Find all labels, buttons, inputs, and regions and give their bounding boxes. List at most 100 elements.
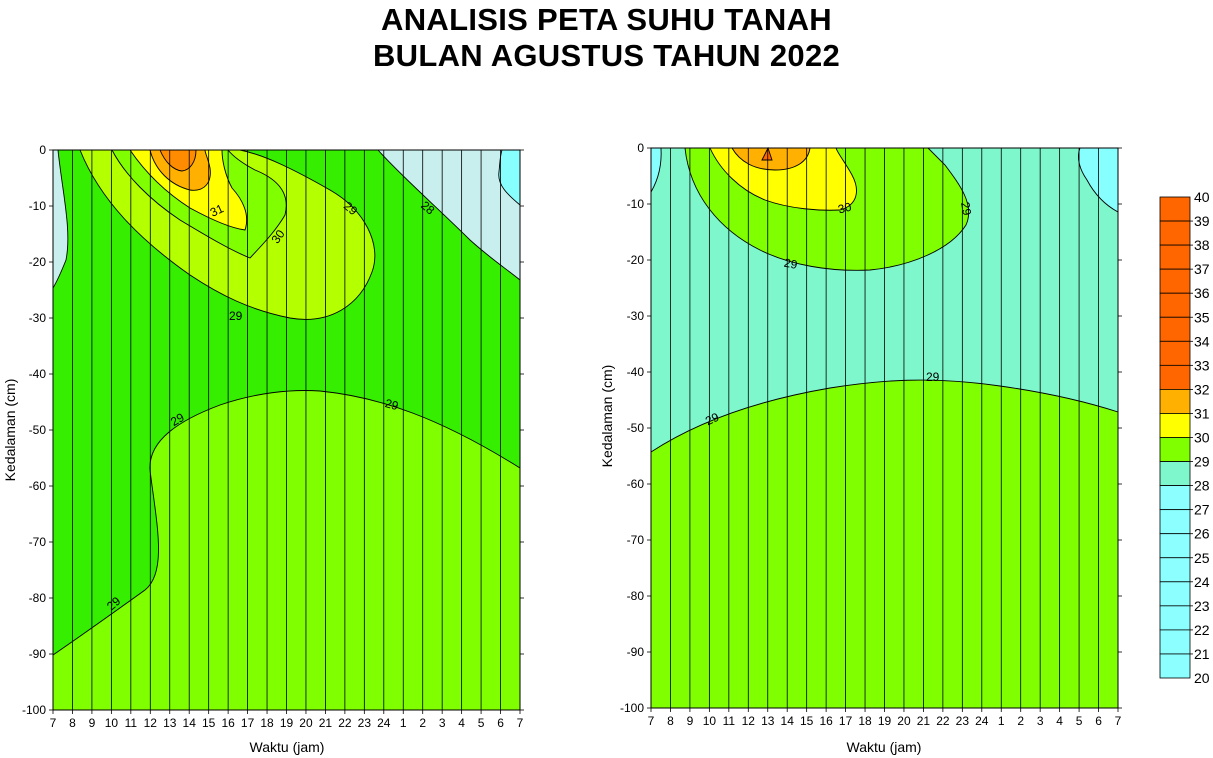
left-contour-chart: 31 30 29 28 29 29 29 29 0 -10 -20 -30 -40 -50…: [2, 143, 524, 755]
x-tick-label: 7: [1115, 714, 1122, 728]
contour-label: 29: [783, 256, 799, 272]
x-tick-label: 17: [839, 714, 853, 728]
y-tick-label: -40: [627, 365, 645, 379]
x-tick-label: 21: [917, 714, 931, 728]
y-tick-label: -80: [627, 589, 645, 603]
colorbar-label: 38: [1194, 237, 1210, 253]
x-tick-label: 23: [956, 714, 970, 728]
colorbar-label: 34: [1194, 333, 1210, 349]
contour-label: 30: [836, 200, 853, 217]
colorbar-swatch: [1159, 316, 1191, 342]
colorbar-swatch: [1159, 461, 1191, 486]
x-tick-label: 4: [458, 716, 465, 730]
right-y-axis: 0 -10 -20 -30 -40 -50 -60 -70 -80 -90 -100: [620, 141, 1122, 715]
x-tick-label: 7: [648, 714, 655, 728]
colorbar-label: 21: [1194, 646, 1210, 662]
x-tick-label: 6: [497, 716, 504, 730]
colorbar-swatch: [1159, 581, 1191, 607]
y-tick-label: 0: [39, 143, 46, 157]
y-tick-label: -30: [627, 309, 645, 323]
contour-label: 29: [703, 410, 721, 428]
contour-label: 29: [383, 396, 400, 413]
y-tick-label: -40: [29, 367, 47, 381]
colorbar-label: 29: [1194, 454, 1210, 470]
x-tick-label: 24: [377, 716, 391, 730]
colorbar-swatch: [1159, 244, 1191, 270]
colorbar-label: 20: [1194, 670, 1210, 686]
colorbar-swatch: [1159, 437, 1191, 462]
y-tick-label: -30: [29, 311, 47, 325]
colorbar-swatch: [1159, 220, 1191, 246]
x-tick-label: 5: [1076, 714, 1083, 728]
x-tick-label: 18: [260, 716, 274, 730]
x-tick-label: 14: [183, 716, 197, 730]
y-tick-label: 0: [637, 141, 644, 155]
right-x-axis-label: Waktu (jam): [847, 739, 922, 755]
chart-title-line-2: BULAN AGUSTUS TAHUN 2022: [372, 38, 841, 73]
colorbar-legend: 40 39 38 37 36 35 34 33 32 31 30 29 28 27 26 25 24 23 22 21…: [1159, 189, 1210, 686]
colorbar-swatch: [1159, 533, 1191, 559]
colorbar-label: 23: [1194, 598, 1210, 614]
colorbar-label: 36: [1194, 285, 1210, 301]
y-tick-label: -60: [29, 479, 47, 493]
y-tick-label: -100: [22, 703, 46, 717]
colorbar-label: 26: [1194, 526, 1210, 542]
left-x-axis: 7 8 9 10 11 12 13 14 15 16 17 18 19 20 21 22 23 24 1 2 3 4 5 6 7: [50, 710, 524, 730]
y-tick-label: -10: [627, 197, 645, 211]
colorbar-swatch: [1159, 653, 1191, 679]
colorbar-swatch: [1159, 292, 1191, 318]
y-tick-label: -20: [29, 255, 47, 269]
x-tick-label: 11: [125, 716, 138, 730]
contour-label: 29: [958, 201, 974, 217]
colorbar-swatch: [1159, 485, 1191, 511]
x-tick-label: 15: [800, 714, 814, 728]
x-tick-label: 9: [89, 716, 96, 730]
x-tick-label: 15: [202, 716, 216, 730]
y-tick-label: -10: [29, 199, 47, 213]
x-tick-label: 6: [1095, 714, 1102, 728]
x-tick-label: 11: [723, 714, 736, 728]
colorbar-label: 31: [1194, 405, 1210, 421]
x-tick-label: 20: [897, 714, 911, 728]
contour-label: 31: [208, 201, 226, 219]
right-x-axis: 7 8 9 10 11 12 13 14 15 16 17 18 19 20 21 22 23 24 1 2 3 4 5 6 7: [648, 708, 1122, 728]
colorbar-swatch: [1159, 509, 1191, 535]
x-tick-label: 5: [478, 716, 485, 730]
x-tick-label: 10: [703, 714, 717, 728]
colorbar-swatch: [1159, 557, 1191, 583]
contour-label: 29: [168, 410, 187, 429]
y-tick-label: -80: [29, 591, 47, 605]
left-x-axis-label: Waktu (jam): [250, 739, 325, 755]
y-tick-label: -60: [627, 477, 645, 491]
x-tick-label: 10: [105, 716, 119, 730]
x-tick-label: 13: [163, 716, 177, 730]
y-tick-label: -90: [627, 645, 645, 659]
x-tick-label: 16: [221, 716, 235, 730]
x-tick-label: 4: [1056, 714, 1063, 728]
colorbar-label: 30: [1194, 430, 1210, 446]
colorbar-label: 25: [1194, 550, 1210, 566]
x-tick-label: 19: [878, 714, 892, 728]
y-tick-label: -100: [620, 701, 644, 715]
colorbar-label: 39: [1194, 213, 1210, 229]
x-tick-label: 8: [69, 716, 76, 730]
x-tick-label: 22: [936, 714, 950, 728]
x-tick-label: 24: [975, 714, 989, 728]
left-plot-area: 31 30 29 28 29 29 29 29: [52, 149, 521, 711]
right-contour-labels: 30 29 29 29 29: [703, 200, 974, 429]
left-y-axis-label: Kedalaman (cm): [2, 379, 18, 482]
y-tick-label: -20: [627, 253, 645, 267]
y-tick-label: -90: [29, 647, 47, 661]
x-tick-label: 1: [400, 716, 407, 730]
right-y-axis-label: Kedalaman (cm): [599, 365, 615, 468]
colorbar-label: 37: [1194, 261, 1210, 277]
contour-label: 29: [229, 309, 243, 323]
x-tick-label: 12: [742, 714, 756, 728]
colorbar-label: 40: [1194, 189, 1210, 205]
right-hour-gridlines: [650, 148, 1119, 708]
colorbar-swatch: [1159, 340, 1191, 366]
colorbar-label: 27: [1194, 502, 1210, 518]
x-tick-label: 16: [819, 714, 833, 728]
colorbar-swatch: [1159, 196, 1191, 222]
chart-title-line-1: ANALISIS PETA SUHU TANAH: [381, 2, 832, 37]
